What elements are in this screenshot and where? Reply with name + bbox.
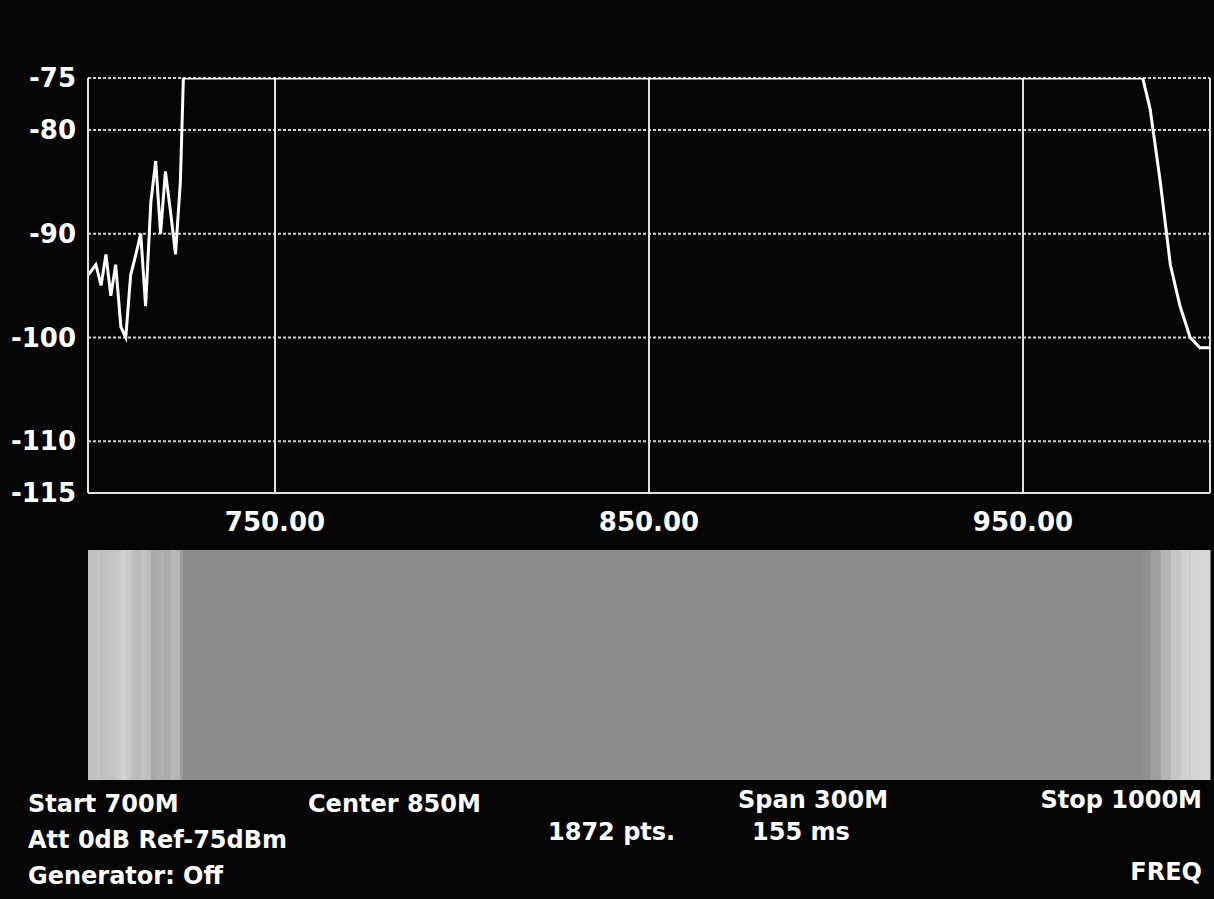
svg-text:FREQ: FREQ: [1130, 858, 1202, 886]
svg-text:850.00: 850.00: [599, 507, 699, 537]
svg-text:-90: -90: [29, 219, 76, 249]
svg-text:Center 850M: Center 850M: [308, 790, 481, 818]
svg-text:155 ms: 155 ms: [752, 818, 850, 846]
svg-text:-75: -75: [29, 63, 76, 93]
svg-text:-115: -115: [11, 478, 76, 508]
svg-text:Span 300M: Span 300M: [738, 786, 888, 814]
svg-text:-110: -110: [11, 426, 76, 456]
svg-text:Att 0dB Ref-75dBm: Att 0dB Ref-75dBm: [28, 826, 287, 854]
svg-text:-100: -100: [11, 323, 76, 353]
svg-text:1872 pts.: 1872 pts.: [548, 818, 675, 846]
svg-text:Start 700M: Start 700M: [28, 790, 179, 818]
svg-text:Stop 1000M: Stop 1000M: [1041, 786, 1202, 814]
svg-text:-80: -80: [29, 115, 76, 145]
svg-text:750.00: 750.00: [225, 507, 325, 537]
svg-text:950.00: 950.00: [973, 507, 1073, 537]
svg-text:Generator: Off: Generator: Off: [28, 862, 224, 890]
